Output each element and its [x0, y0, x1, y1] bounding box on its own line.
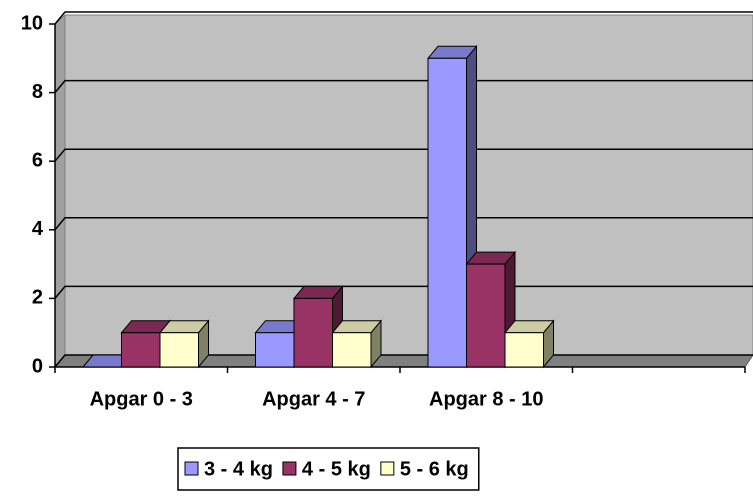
legend-swatch	[380, 461, 395, 476]
legend-label: 4 - 5 kg	[302, 458, 371, 480]
grid-line	[54, 217, 753, 231]
y-tick-label: 2	[32, 287, 43, 309]
bar	[159, 332, 199, 368]
legend-swatch	[282, 461, 297, 476]
grid-line	[54, 79, 753, 94]
grid-line	[54, 11, 753, 25]
bar	[121, 332, 161, 368]
bar	[293, 297, 333, 368]
y-tick-label: 10	[21, 12, 43, 34]
y-tick-label: 6	[32, 149, 43, 171]
x-tick-label: Apgar 4 - 7	[262, 388, 365, 410]
bar	[427, 57, 467, 368]
back-wall	[64, 14, 753, 356]
legend-swatch	[184, 461, 199, 476]
y-tick-label: 4	[32, 218, 44, 240]
legend-label: 5 - 6 kg	[400, 458, 469, 480]
bar	[332, 332, 372, 368]
grid-line	[54, 285, 753, 299]
bar	[466, 263, 506, 368]
y-tick-label: 0	[32, 355, 43, 377]
bar	[504, 332, 544, 368]
bar	[255, 332, 295, 368]
legend-label: 3 - 4 kg	[204, 458, 273, 480]
grid-line	[54, 148, 753, 162]
x-tick-label: Apgar 8 - 10	[429, 388, 543, 410]
side-wall	[54, 13, 66, 369]
x-tick-label: Apgar 0 - 3	[90, 388, 193, 410]
legend	[177, 447, 480, 491]
y-tick-label: 8	[32, 81, 43, 103]
